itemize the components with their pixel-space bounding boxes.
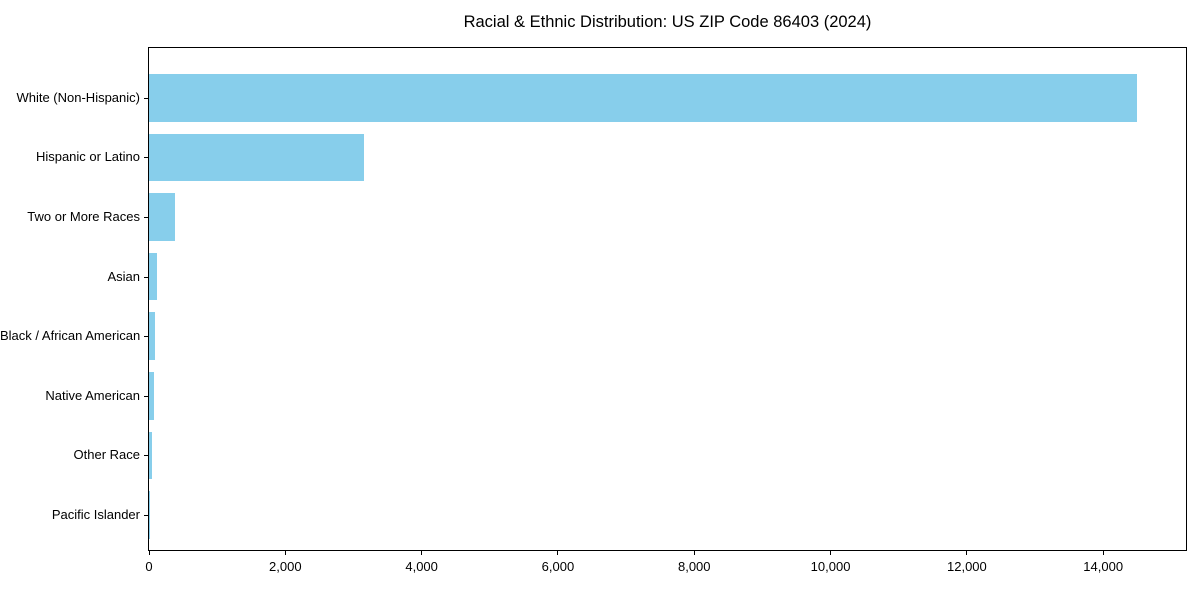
x-tick-mark <box>284 551 286 555</box>
x-tick-label: 2,000 <box>269 559 302 574</box>
x-tick-label: 14,000 <box>1083 559 1124 574</box>
y-tick-mark <box>144 97 148 99</box>
x-tick-label: 6,000 <box>541 559 575 574</box>
y-tick-mark <box>144 336 148 338</box>
x-tick-mark <box>693 551 695 555</box>
y-tick-mark <box>144 157 148 159</box>
y-axis-label: Black / African American <box>0 328 141 344</box>
y-axis-label: Two or More Races <box>27 209 140 224</box>
bar-asian <box>149 252 158 301</box>
y-tick-mark <box>144 217 148 218</box>
x-tick-mark <box>557 551 559 555</box>
bar-hispanic-or-latino <box>149 133 364 182</box>
x-tick-label: 8,000 <box>677 559 711 574</box>
x-tick-label: 4,000 <box>405 559 438 574</box>
y-tick-mark <box>144 515 148 516</box>
bar-pacific-islander <box>149 491 150 539</box>
bar-white-non-hispanic <box>149 73 1137 122</box>
y-axis-label: Hispanic or Latino <box>35 149 140 165</box>
x-tick-mark <box>966 551 968 555</box>
x-tick-mark <box>148 551 150 555</box>
y-axis-label: Native American <box>45 387 140 403</box>
x-tick-mark <box>421 551 423 555</box>
bar-two-or-more-races <box>149 193 175 241</box>
bar-black-african-american <box>149 312 156 361</box>
y-tick-mark <box>144 395 148 397</box>
y-tick-mark <box>144 276 148 278</box>
chart-title: Racial & Ethnic Distribution: US ZIP Cod… <box>463 13 872 31</box>
y-axis-label: Asian <box>107 268 140 284</box>
x-tick-mark <box>830 551 832 555</box>
bar-native-american <box>149 371 155 420</box>
y-tick-mark <box>144 455 148 457</box>
x-tick-mark <box>1102 551 1104 555</box>
x-tick-label: 10,000 <box>810 559 851 574</box>
x-tick-label: 12,000 <box>946 559 987 574</box>
bar-other-race <box>149 431 153 480</box>
y-axis-label: White (Non-Hispanic) <box>16 89 140 105</box>
y-axis-label: Other Race <box>73 447 140 463</box>
y-axis-label: Pacific Islander <box>51 507 140 522</box>
plot-area <box>148 47 1187 551</box>
x-tick-label: 0 <box>145 559 153 574</box>
